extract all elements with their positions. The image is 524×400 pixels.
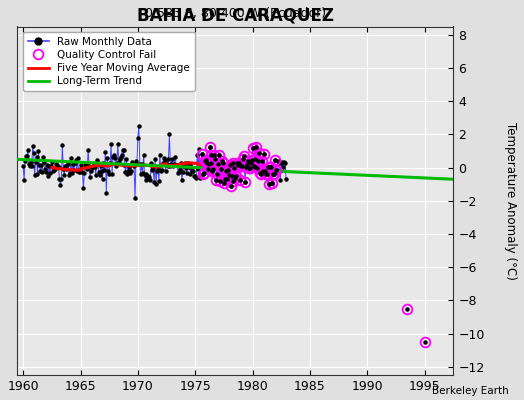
Text: 0.583 S, 80.400 W (Ecuador): 0.583 S, 80.400 W (Ecuador): [145, 6, 326, 20]
Title: BAHIA DE CARAQUEZ: BAHIA DE CARAQUEZ: [137, 7, 334, 25]
Text: Berkeley Earth: Berkeley Earth: [432, 386, 508, 396]
Legend: Raw Monthly Data, Quality Control Fail, Five Year Moving Average, Long-Term Tren: Raw Monthly Data, Quality Control Fail, …: [23, 32, 195, 92]
Y-axis label: Temperature Anomaly (°C): Temperature Anomaly (°C): [504, 122, 517, 280]
